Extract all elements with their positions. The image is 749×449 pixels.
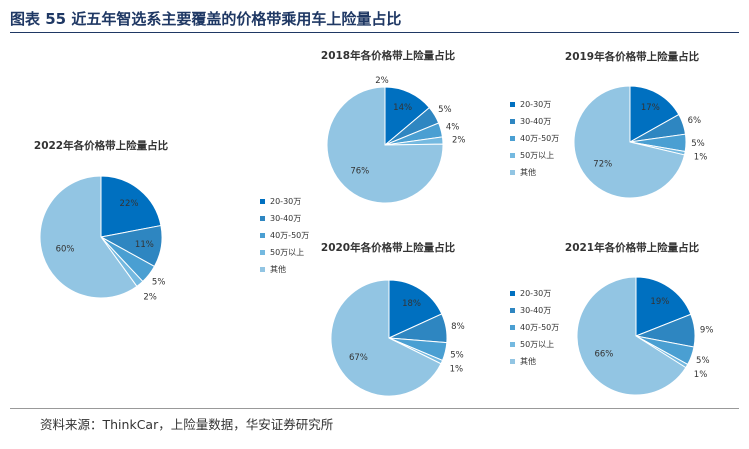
chart-title-2022: 2022年各价格带上险量占比 xyxy=(33,140,169,152)
chart-title-2021: 2021年各价格带上险量占比 xyxy=(564,242,700,254)
data-label: 17% xyxy=(641,103,660,113)
legend-item: 50万以上 xyxy=(260,244,309,261)
slice-other xyxy=(330,279,442,397)
legend-label: 40万-50万 xyxy=(270,231,310,240)
chart-title-2019: 2019年各价格带上险量占比 xyxy=(564,51,700,63)
legend-2022: 20-30万 30-40万 40万-50万 50万以上 其他 xyxy=(260,193,309,278)
legend-item: 50万以上 xyxy=(510,336,559,353)
slice-other xyxy=(39,175,138,299)
data-label: 5% xyxy=(438,105,452,115)
legend-swatch xyxy=(510,119,515,124)
legend-label: 其他 xyxy=(520,357,536,366)
legend-swatch xyxy=(510,170,515,175)
data-label: 66% xyxy=(594,350,613,360)
slice-20-30 xyxy=(629,85,680,143)
data-label: 60% xyxy=(56,245,75,255)
legend-swatch xyxy=(260,250,265,255)
legend-item: 30-40万 xyxy=(510,302,559,319)
legend-item: 40万-50万 xyxy=(260,227,309,244)
legend-label: 50万以上 xyxy=(520,340,555,349)
slice-20-30 xyxy=(100,175,162,238)
slice-20-30 xyxy=(388,279,443,339)
legend-label: 50万以上 xyxy=(520,151,555,160)
legend-swatch xyxy=(510,291,515,296)
legend-item: 50万以上 xyxy=(510,147,559,164)
legend-label: 40万-50万 xyxy=(520,323,560,332)
legend-item: 20-30万 xyxy=(510,285,559,302)
source-note: 资料来源：ThinkCar，上险量数据，华安证券研究所 xyxy=(40,417,334,432)
data-label: 18% xyxy=(402,299,421,309)
data-label: 5% xyxy=(450,351,464,361)
legend-label: 20-30万 xyxy=(520,289,552,298)
legend-label: 其他 xyxy=(520,168,536,177)
data-label: 67% xyxy=(349,353,368,363)
legend-swatch xyxy=(510,153,515,158)
data-label: 76% xyxy=(350,167,369,177)
data-label: 72% xyxy=(593,160,612,170)
legend-item: 30-40万 xyxy=(260,210,309,227)
legend-swatch xyxy=(260,267,265,272)
data-label: 8% xyxy=(451,322,465,332)
data-label-extra: 2% xyxy=(375,76,389,86)
data-label: 19% xyxy=(650,297,669,307)
legend-item: 其他 xyxy=(260,261,309,278)
chart-title-2020: 2020年各价格带上险量占比 xyxy=(320,242,456,254)
legend-item: 30-40万 xyxy=(510,113,559,130)
legend-label: 30-40万 xyxy=(520,117,552,126)
data-label: 9% xyxy=(700,325,714,335)
slice-other xyxy=(326,86,444,204)
legend-swatch xyxy=(510,102,515,107)
legend-label: 其他 xyxy=(270,265,286,274)
data-label: 2% xyxy=(452,135,466,145)
slice-other xyxy=(576,276,687,396)
legend-swatch xyxy=(260,216,265,221)
legend-label: 20-30万 xyxy=(520,100,552,109)
figure-title: 图表 55 近五年智选系主要覆盖的价格带乘用车上险量占比 xyxy=(10,10,402,28)
figure-title-bar: 图表 55 近五年智选系主要覆盖的价格带乘用车上险量占比 xyxy=(10,6,739,33)
data-label: 6% xyxy=(688,116,702,126)
data-label: 1% xyxy=(694,152,708,162)
legend-swatch xyxy=(510,136,515,141)
legend-label: 50万以上 xyxy=(270,248,305,257)
legend-swatch xyxy=(510,308,515,313)
legend-item: 40万-50万 xyxy=(510,319,559,336)
legend-item: 20-30万 xyxy=(260,193,309,210)
data-label: 5% xyxy=(696,356,710,366)
data-label: 5% xyxy=(152,278,166,288)
data-label: 5% xyxy=(691,139,705,149)
data-label: 14% xyxy=(393,103,412,113)
legend-swatch xyxy=(510,342,515,347)
source-divider xyxy=(10,408,739,409)
data-label: 11% xyxy=(135,240,154,250)
legend-swatch xyxy=(510,359,515,364)
legend-2019: 20-30万 30-40万 40万-50万 50万以上 其他 xyxy=(510,96,559,181)
data-label: 2% xyxy=(143,292,157,302)
chart-title-2018: 2018年各价格带上险量占比 xyxy=(320,50,456,62)
data-label: 22% xyxy=(120,199,139,209)
slice-20-30 xyxy=(635,276,692,337)
legend-item: 40万-50万 xyxy=(510,130,559,147)
legend-label: 40万-50万 xyxy=(520,134,560,143)
legend-2021: 20-30万 30-40万 40万-50万 50万以上 其他 xyxy=(510,285,559,370)
data-label: 4% xyxy=(446,123,460,133)
data-label: 1% xyxy=(694,370,708,380)
legend-item: 20-30万 xyxy=(510,96,559,113)
legend-swatch xyxy=(510,325,515,330)
legend-label: 20-30万 xyxy=(270,197,302,206)
slice-other xyxy=(573,85,686,199)
legend-item: 其他 xyxy=(510,164,559,181)
legend-item: 其他 xyxy=(510,353,559,370)
legend-label: 30-40万 xyxy=(270,214,302,223)
legend-swatch xyxy=(260,199,265,204)
data-label: 1% xyxy=(450,365,464,375)
legend-label: 30-40万 xyxy=(520,306,552,315)
legend-swatch xyxy=(260,233,265,238)
